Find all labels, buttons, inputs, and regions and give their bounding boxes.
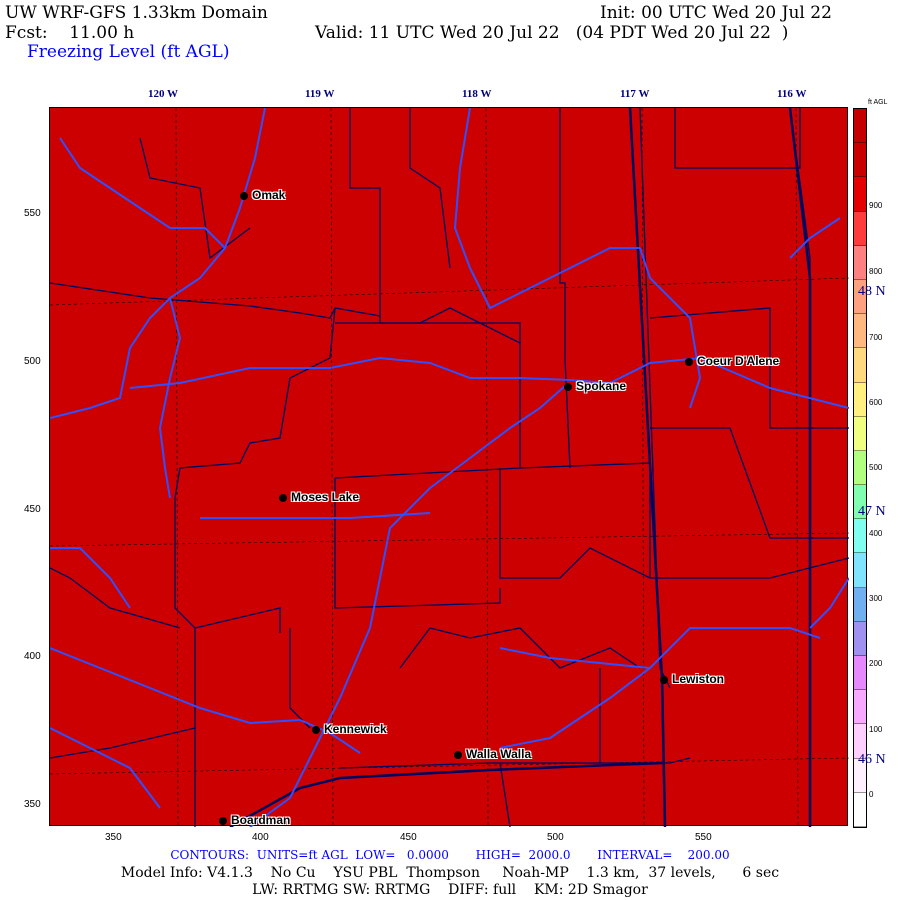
colorbar-label: 800 — [869, 267, 883, 276]
colorbar-segment — [854, 143, 866, 178]
colorbar-label: 0 — [869, 790, 874, 799]
y-tick: 350 — [24, 799, 41, 810]
y-tick: 400 — [24, 651, 41, 662]
colorbar-segment — [854, 656, 866, 691]
city-label: Walla Walla — [454, 747, 531, 761]
city-dot-icon — [660, 675, 668, 684]
lon-label: 120 W — [148, 88, 179, 100]
colorbar-label: 200 — [869, 659, 883, 668]
rivers — [49, 107, 850, 828]
lon-label: 118 W — [462, 88, 492, 100]
city-dot-icon — [312, 725, 320, 734]
colorbar-segment — [854, 314, 866, 349]
colorbar-segment — [854, 348, 866, 383]
city-dot-icon — [564, 382, 572, 391]
model-title: UW WRF-GFS 1.33km Domain — [5, 3, 268, 23]
colorbar-label: 100 — [869, 725, 883, 734]
lat-label: 46 N — [858, 752, 886, 767]
forecast-hour: Fcst: 11.00 h — [5, 23, 135, 43]
graticule — [49, 107, 850, 828]
map-panel: Omak Coeur D'Alene Spokane Moses Lake Le… — [49, 107, 850, 829]
valid-time: Valid: 11 UTC Wed 20 Jul 22 (04 PDT Wed … — [315, 23, 789, 43]
lon-label: 116 W — [777, 88, 807, 100]
city-label: Kennewick — [312, 722, 387, 736]
city-dot-icon — [279, 493, 287, 502]
colorbar-label: 500 — [869, 463, 883, 472]
city-dot-icon — [219, 816, 227, 825]
x-tick: 550 — [695, 832, 712, 843]
y-tick: 550 — [24, 208, 41, 219]
city-label: Spokane — [564, 379, 626, 393]
physics-info: LW: RRTMG SW: RRTMG DIFF: full KM: 2D Sm… — [252, 882, 648, 898]
y-tick: 500 — [24, 356, 41, 367]
lat-label: 48 N — [858, 284, 886, 299]
colorbar-segment — [854, 382, 866, 417]
colorbar-segment — [854, 553, 866, 588]
colorbar-segment — [854, 109, 866, 144]
colorbar-segment — [854, 758, 866, 793]
colorbar-segment — [854, 279, 866, 315]
colorbar — [853, 108, 867, 828]
colorbar-label: 300 — [869, 594, 883, 603]
map-lines — [49, 107, 850, 829]
city-label: Boardman — [219, 813, 290, 827]
colorbar-segment — [854, 416, 866, 451]
colorbar-label: 600 — [869, 398, 883, 407]
city-label: Omak — [240, 188, 285, 202]
x-tick: 450 — [400, 832, 417, 843]
colorbar-segment — [854, 690, 866, 725]
colorbar-segment — [854, 724, 866, 759]
y-tick: 450 — [24, 504, 41, 515]
colorbar-segment — [854, 587, 866, 622]
x-tick: 400 — [252, 832, 269, 843]
colorbar-segment — [854, 792, 866, 827]
colorbar-segment — [854, 450, 866, 486]
colorbar-segment — [854, 211, 866, 246]
colorbar-segment — [854, 485, 866, 520]
city-dot-icon — [454, 750, 462, 759]
x-tick: 350 — [105, 832, 122, 843]
colorbar-label: 700 — [869, 333, 883, 342]
city-label: Lewiston — [660, 672, 724, 686]
city-dot-icon — [685, 357, 693, 366]
lat-label: 47 N — [858, 504, 886, 519]
city-label: Coeur D'Alene — [685, 354, 779, 368]
colorbar-segment — [854, 519, 866, 554]
field-name: Freezing Level (ft AGL) — [27, 42, 230, 62]
colorbar-label: 900 — [869, 201, 883, 210]
contour-info: CONTOURS: UNITS=ft AGL LOW= 0.0000 HIGH=… — [170, 848, 730, 862]
county-borders — [49, 107, 850, 828]
model-info: Model Info: V4.1.3 No Cu YSU PBL Thompso… — [120, 865, 780, 881]
x-tick: 500 — [547, 832, 564, 843]
colorbar-label: 400 — [869, 529, 883, 538]
colorbar-segment — [854, 621, 866, 656]
lon-label: 119 W — [305, 88, 335, 100]
colorbar-units: ft AGL — [868, 99, 888, 106]
init-time: Init: 00 UTC Wed 20 Jul 22 — [600, 3, 832, 23]
colorbar-segment — [854, 177, 866, 212]
city-dot-icon — [240, 191, 248, 200]
city-label: Moses Lake — [279, 490, 359, 504]
colorbar-segment — [854, 245, 866, 280]
lon-label: 117 W — [620, 88, 650, 100]
